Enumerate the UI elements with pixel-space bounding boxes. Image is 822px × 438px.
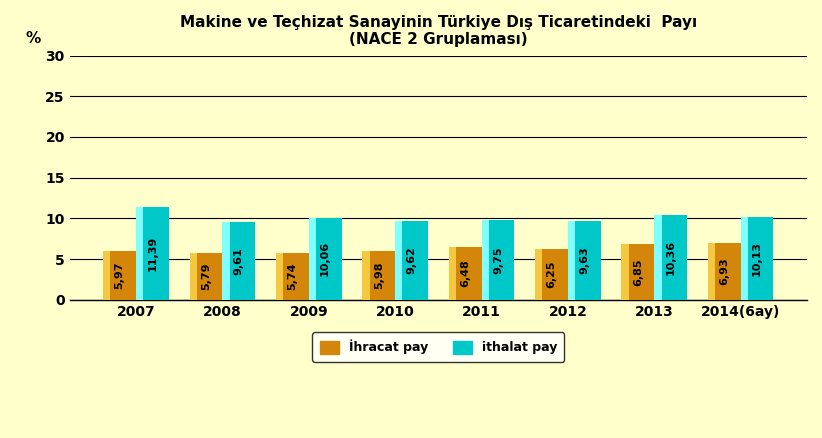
Bar xyxy=(309,218,316,300)
Bar xyxy=(276,253,309,300)
Legend: İhracat pay, ithalat pay: İhracat pay, ithalat pay xyxy=(312,332,565,362)
Text: 6,48: 6,48 xyxy=(460,260,470,287)
Title: Makine ve Teçhizat Sanayinin Türkiye Dış Ticaretindeki  Payı
(NACE 2 Gruplaması): Makine ve Teçhizat Sanayinin Türkiye Dış… xyxy=(180,15,697,47)
Text: 5,98: 5,98 xyxy=(374,261,384,289)
Bar xyxy=(535,249,543,300)
Bar xyxy=(449,247,482,300)
Bar xyxy=(568,221,575,300)
Bar xyxy=(741,217,748,300)
Text: 9,61: 9,61 xyxy=(233,247,244,275)
Bar xyxy=(309,218,342,300)
Bar xyxy=(654,215,687,300)
Text: 10,36: 10,36 xyxy=(666,240,676,275)
Bar xyxy=(741,217,774,300)
Bar xyxy=(449,247,456,300)
Bar xyxy=(654,215,662,300)
Bar xyxy=(104,251,110,300)
Bar xyxy=(708,244,715,300)
Bar xyxy=(395,222,428,300)
Bar xyxy=(223,222,229,300)
Text: 11,39: 11,39 xyxy=(147,236,158,271)
Bar xyxy=(104,251,136,300)
Text: 5,79: 5,79 xyxy=(201,262,211,290)
Text: %: % xyxy=(25,31,40,46)
Bar xyxy=(621,244,629,300)
Bar xyxy=(136,207,143,300)
Text: 5,97: 5,97 xyxy=(114,262,125,289)
Bar xyxy=(568,221,601,300)
Bar xyxy=(482,220,489,300)
Text: 10,13: 10,13 xyxy=(752,241,762,276)
Bar xyxy=(190,253,223,300)
Bar xyxy=(363,251,370,300)
Bar xyxy=(621,244,654,300)
Bar xyxy=(223,222,255,300)
Bar xyxy=(395,222,402,300)
Bar xyxy=(136,207,169,300)
Bar xyxy=(276,253,283,300)
Bar xyxy=(363,251,395,300)
Bar xyxy=(708,244,741,300)
Bar xyxy=(190,253,196,300)
Text: 6,25: 6,25 xyxy=(547,261,556,288)
Text: 5,74: 5,74 xyxy=(288,263,298,290)
Text: 6,93: 6,93 xyxy=(719,258,729,286)
Bar xyxy=(482,220,515,300)
Text: 9,62: 9,62 xyxy=(407,247,417,275)
Bar xyxy=(535,249,568,300)
Text: 9,63: 9,63 xyxy=(580,247,589,274)
Text: 9,75: 9,75 xyxy=(493,246,503,274)
Text: 10,06: 10,06 xyxy=(321,241,330,276)
Text: 6,85: 6,85 xyxy=(633,258,643,286)
